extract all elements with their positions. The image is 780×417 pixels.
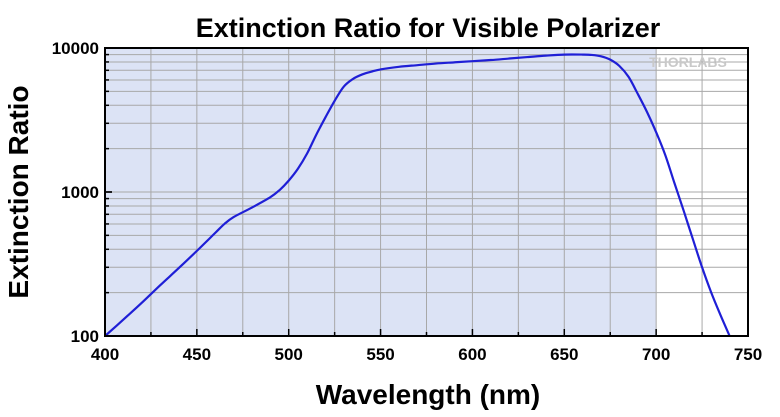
axis-ticks [104,47,749,337]
y-tick-label: 1000 [61,183,99,202]
x-tick-label: 700 [642,345,670,364]
x-tick-label: 550 [366,345,394,364]
tick-labels: 400 450 500 550 600 650 700 750 100 1000 10000 [52,39,762,364]
chart-title: Extinction Ratio for Visible Polarizer [196,13,661,43]
y-tick-label: 100 [71,327,99,346]
x-tick-label: 400 [91,345,119,364]
x-tick-label: 750 [734,345,762,364]
grid-lines [105,48,748,336]
thorlabs-watermark: THORLABS [649,54,727,70]
x-tick-label: 600 [458,345,486,364]
y-tick-label: 10000 [52,39,99,58]
x-tick-label: 450 [183,345,211,364]
x-axis-label: Wavelength (nm) [316,379,541,410]
extinction-ratio-curve [104,53,731,337]
y-axis-label: Extinction Ratio [3,85,34,298]
x-tick-label: 500 [275,345,303,364]
x-tick-label: 650 [550,345,578,364]
